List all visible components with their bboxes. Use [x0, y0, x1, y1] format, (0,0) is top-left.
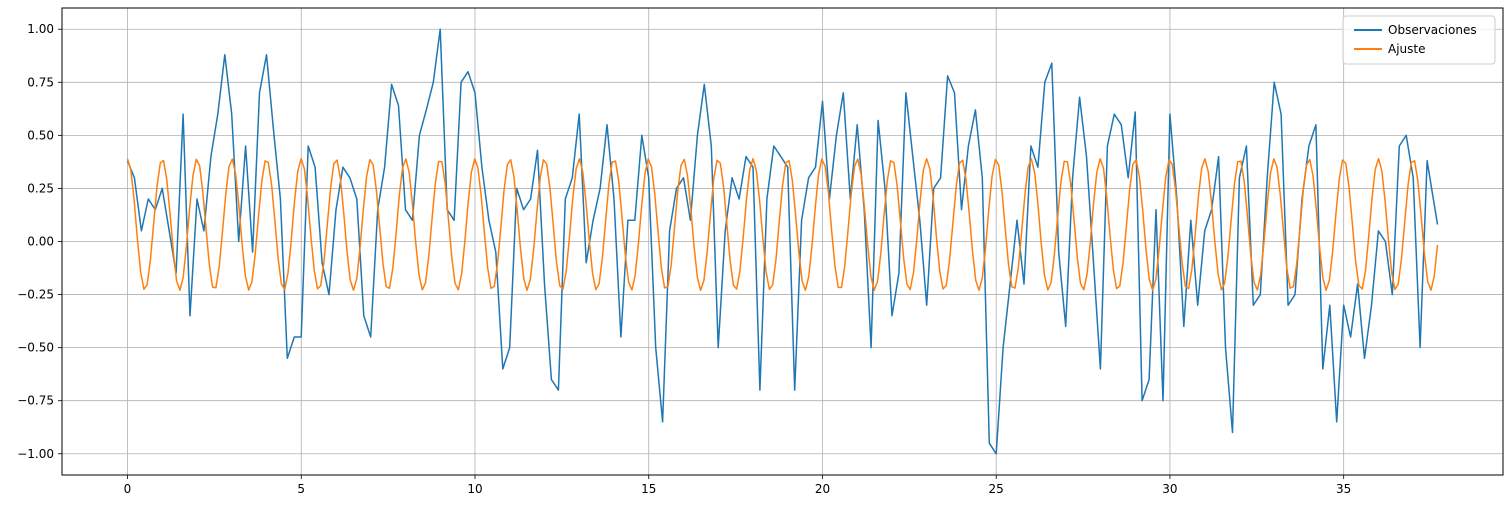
- y-tick-label: −0.75: [17, 394, 54, 408]
- x-tick-label: 30: [1162, 482, 1177, 496]
- x-tick-label: 15: [641, 482, 656, 496]
- y-tick-label: −1.00: [17, 447, 54, 461]
- x-tick-label: 10: [467, 482, 482, 496]
- y-axis: −1.00 −0.75 −0.50 −0.25 0.00 0.25 0.50 0.75 1.00: [17, 22, 62, 461]
- grid: [62, 8, 1503, 475]
- x-tick-label: 20: [815, 482, 830, 496]
- y-tick-label: 0.75: [27, 75, 54, 89]
- y-tick-label: 0.25: [27, 181, 54, 195]
- x-tick-label: 25: [989, 482, 1004, 496]
- legend-label-ajuste: Ajuste: [1388, 42, 1426, 56]
- legend: Observaciones Ajuste: [1343, 16, 1495, 64]
- y-tick-label: −0.25: [17, 288, 54, 302]
- y-tick-label: −0.50: [17, 341, 54, 355]
- x-tick-label: 0: [124, 482, 132, 496]
- x-tick-label: 35: [1336, 482, 1351, 496]
- y-tick-label: 1.00: [27, 22, 54, 36]
- x-tick-label: 5: [297, 482, 305, 496]
- y-tick-label: 0.50: [27, 128, 54, 142]
- x-axis: 0 5 10 15 20 25 30 35: [124, 475, 1352, 496]
- legend-label-observaciones: Observaciones: [1388, 23, 1477, 37]
- y-tick-label: 0.00: [27, 235, 54, 249]
